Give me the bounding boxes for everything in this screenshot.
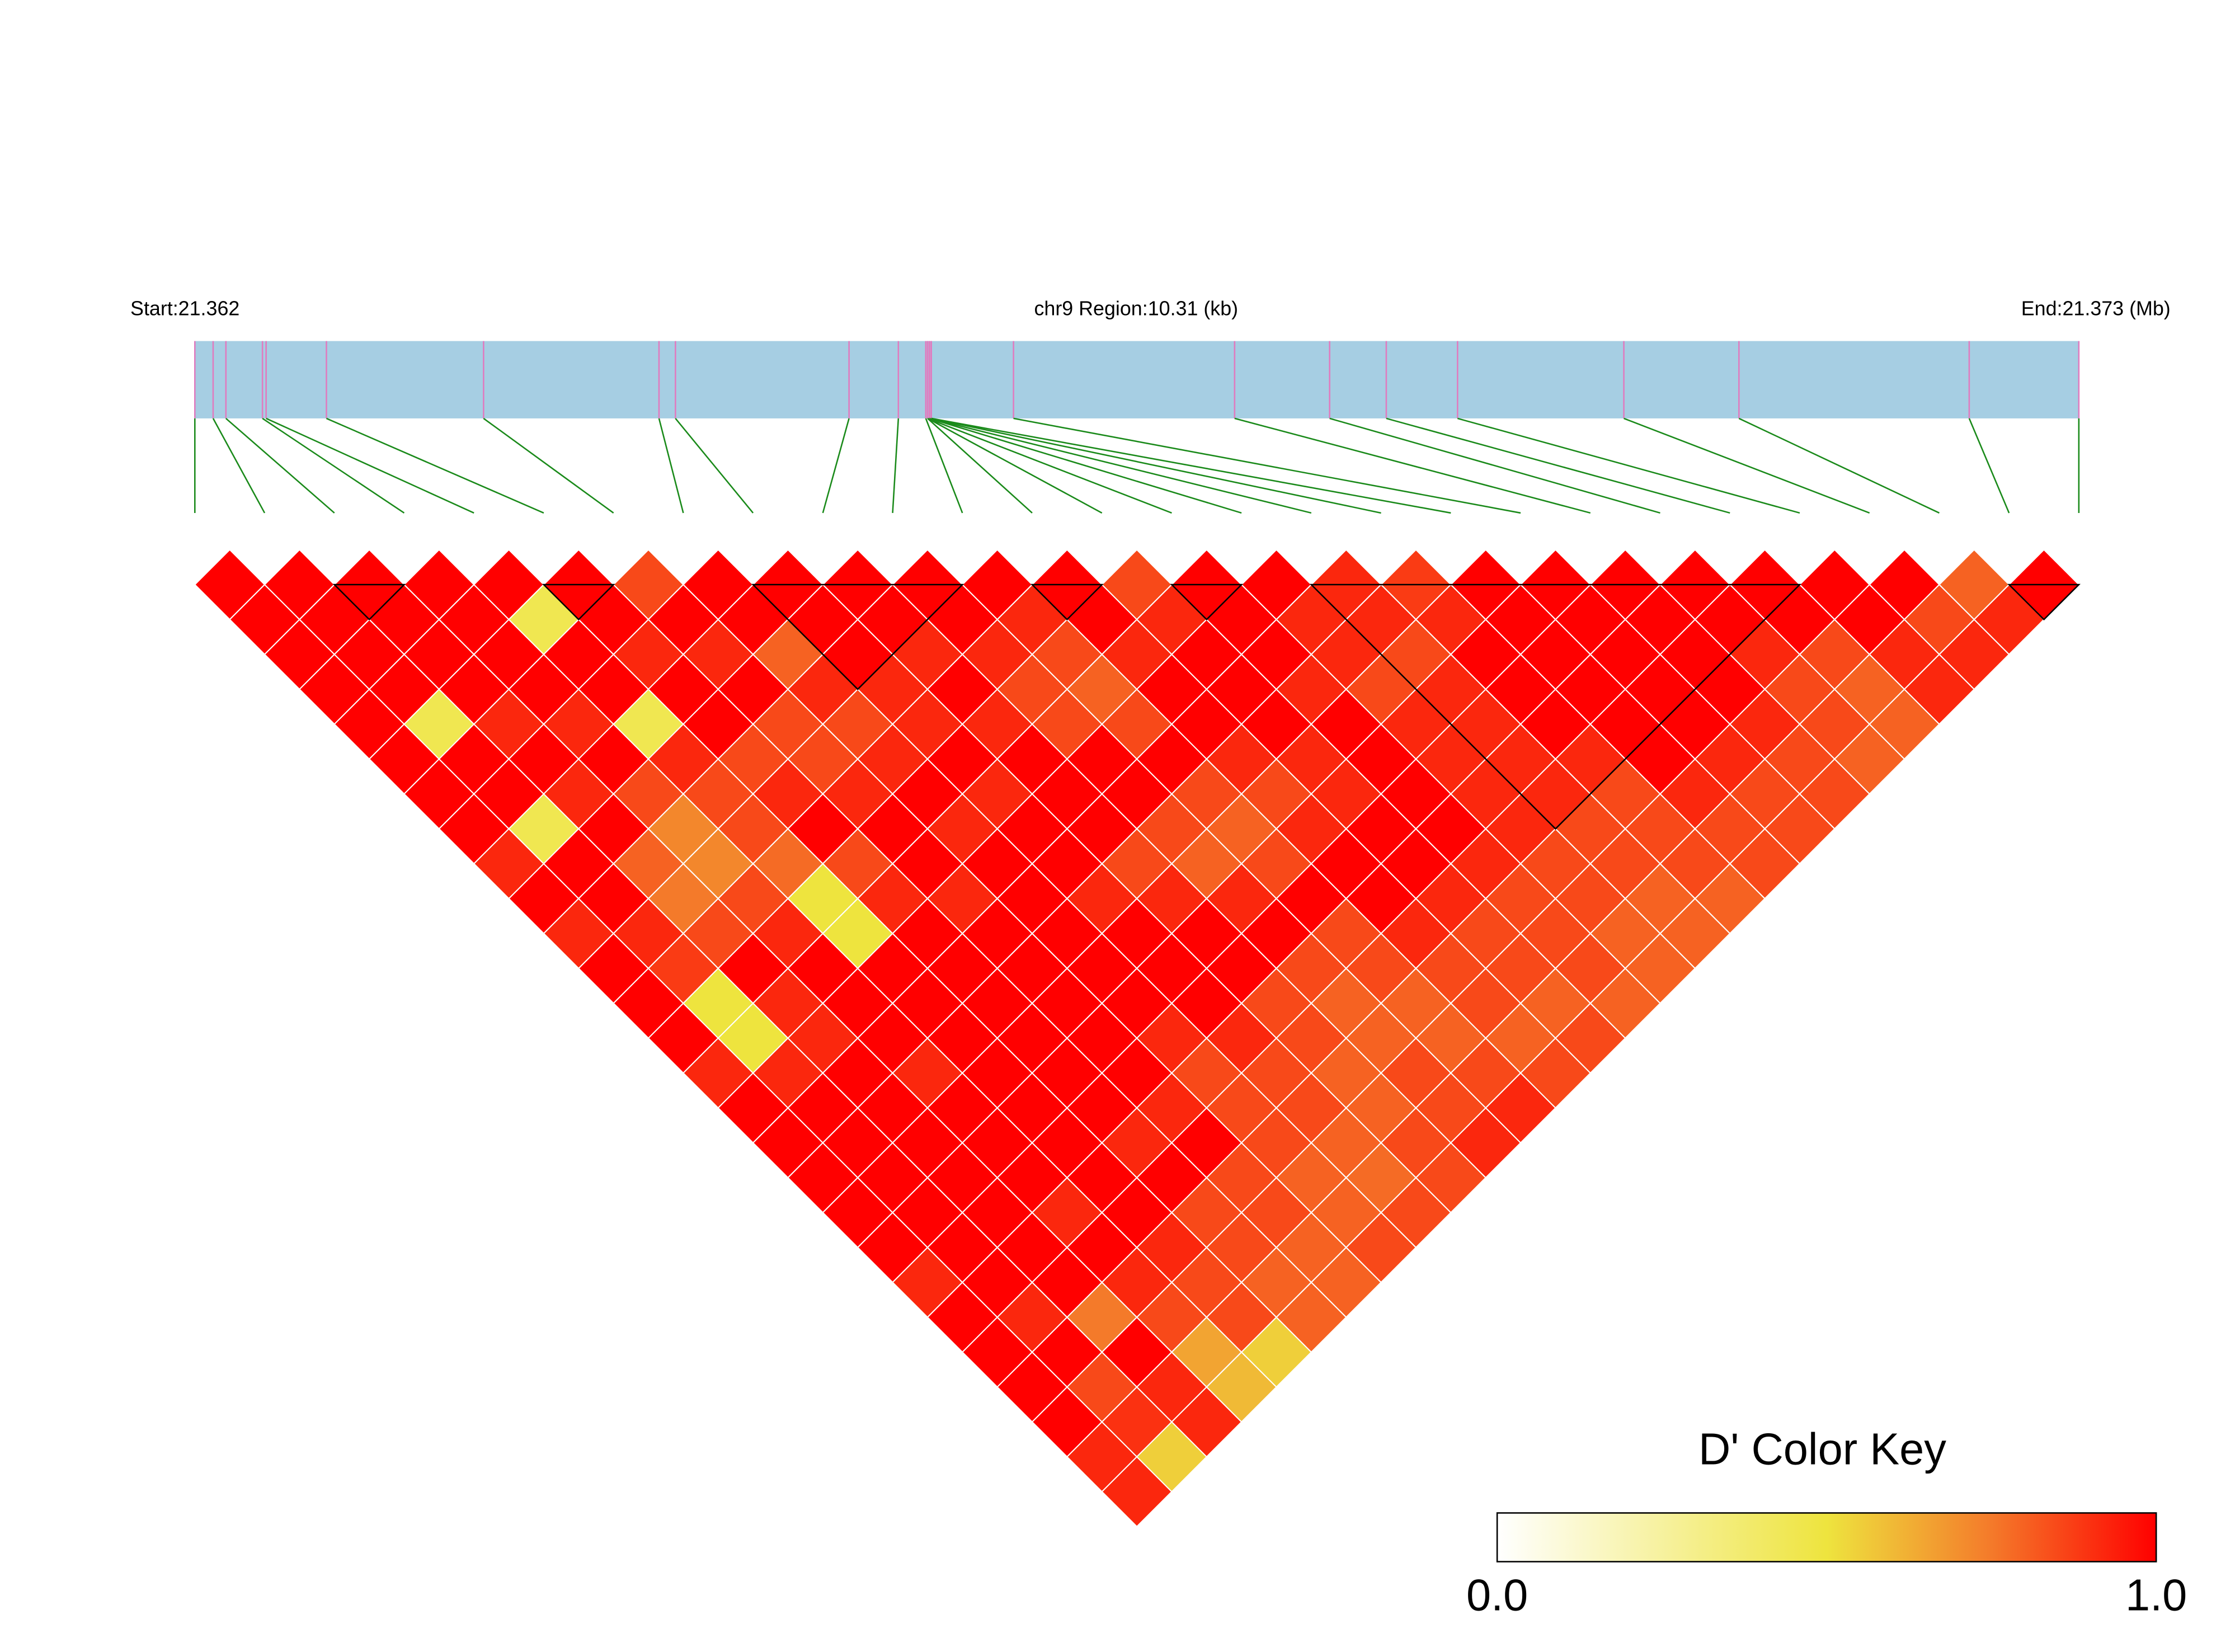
snp-connector bbox=[483, 417, 614, 514]
colorbar-tick-label: 0.0 bbox=[1466, 1570, 1528, 1620]
ld-block bbox=[1309, 583, 1802, 830]
snp-connector bbox=[1386, 417, 1730, 514]
snp-connector bbox=[822, 418, 850, 514]
snp-connector bbox=[266, 417, 474, 514]
ld-block bbox=[332, 583, 406, 621]
snp-connector bbox=[225, 417, 335, 514]
ld-block bbox=[542, 583, 615, 621]
colorbar bbox=[1496, 1512, 2157, 1562]
end-label: End:21.373 (Mb) bbox=[2021, 298, 2171, 320]
snp-connector bbox=[326, 417, 544, 514]
snp-connector bbox=[675, 418, 754, 514]
snp-connector bbox=[929, 417, 1312, 514]
snp-connector bbox=[931, 417, 1451, 514]
snp-connector bbox=[927, 417, 1033, 514]
gene-map-bar bbox=[195, 341, 2079, 418]
start-label: Start:21.362 bbox=[130, 298, 239, 320]
colorbar-title: D' Color Key bbox=[1698, 1424, 1946, 1474]
snp-connector bbox=[262, 417, 405, 514]
snp-connector bbox=[658, 418, 684, 514]
snp-connector bbox=[929, 417, 1242, 514]
ld-block bbox=[751, 583, 964, 690]
snp-connector bbox=[1329, 417, 1660, 514]
colorbar-tick-label: 1.0 bbox=[2125, 1570, 2187, 1620]
snp-connector bbox=[925, 418, 963, 514]
snp-connector bbox=[927, 417, 1172, 514]
snp-connector bbox=[1457, 417, 1800, 514]
ld-block bbox=[2007, 583, 2081, 621]
snp-connector bbox=[1624, 417, 1870, 514]
ld-block bbox=[1170, 583, 1244, 621]
snp-connector bbox=[212, 418, 266, 514]
snp-connector bbox=[1968, 418, 2010, 514]
snp-connector bbox=[1013, 417, 1521, 514]
region-label: chr9 Region:10.31 (kb) bbox=[1034, 298, 1238, 320]
snp-connector bbox=[892, 418, 900, 514]
snp-connector bbox=[1738, 417, 1940, 514]
snp-connector bbox=[1234, 417, 1591, 514]
ld-block bbox=[1030, 583, 1104, 621]
snp-connector bbox=[931, 417, 1381, 514]
snp-connector bbox=[927, 417, 1103, 514]
